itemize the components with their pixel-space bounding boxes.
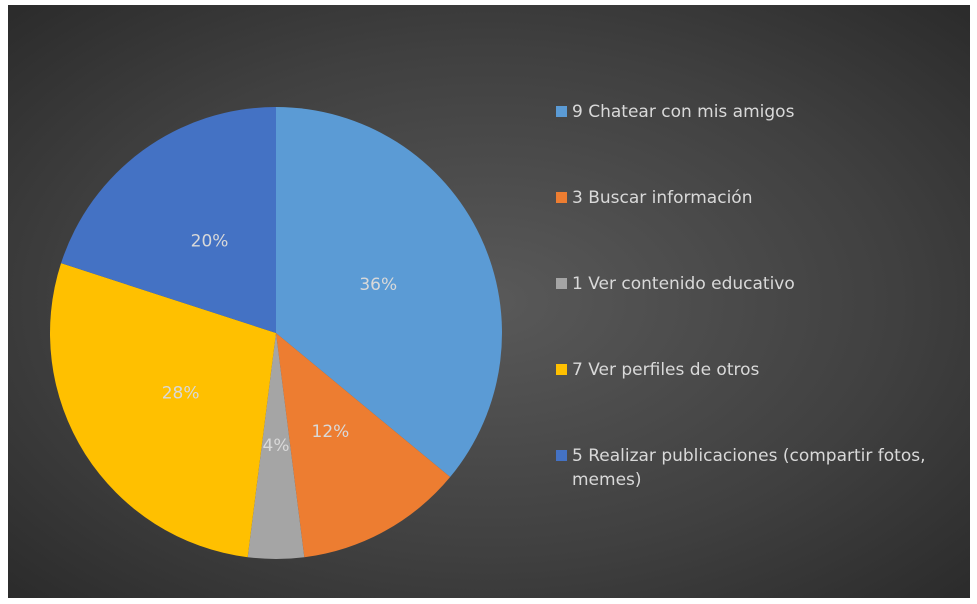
legend-swatch	[556, 192, 567, 203]
legend-label: 1 Ver contenido educativo	[572, 274, 795, 294]
data-label: 36%	[359, 275, 397, 295]
data-label: 20%	[191, 232, 229, 252]
pie-slice	[247, 333, 305, 559]
pie-slice	[276, 333, 451, 558]
legend-swatch	[556, 278, 567, 289]
legend-item: 1 Ver contenido educativo	[556, 272, 942, 296]
legend-item: 3 Buscar información	[556, 186, 942, 210]
pie-slice	[61, 107, 277, 333]
legend-item: 9 Chatear con mis amigos	[556, 100, 942, 124]
legend-label: 7 Ver perfiles de otros	[572, 360, 760, 380]
data-label: 28%	[162, 384, 200, 404]
legend-label: 9 Chatear con mis amigos	[572, 102, 795, 122]
data-label: 12%	[312, 422, 350, 442]
legend-label: 5 Realizar publicaciones (compartir foto…	[572, 446, 926, 490]
pie-slice	[276, 107, 502, 478]
data-label: 4%	[263, 436, 290, 456]
legend-swatch	[556, 364, 567, 375]
legend-swatch	[556, 106, 567, 117]
legend-item: 5 Realizar publicaciones (compartir foto…	[556, 444, 942, 492]
pie-slice	[50, 263, 277, 558]
legend-item: 7 Ver perfiles de otros	[556, 358, 942, 382]
legend-label: 3 Buscar información	[572, 188, 753, 208]
legend-swatch	[556, 450, 567, 461]
